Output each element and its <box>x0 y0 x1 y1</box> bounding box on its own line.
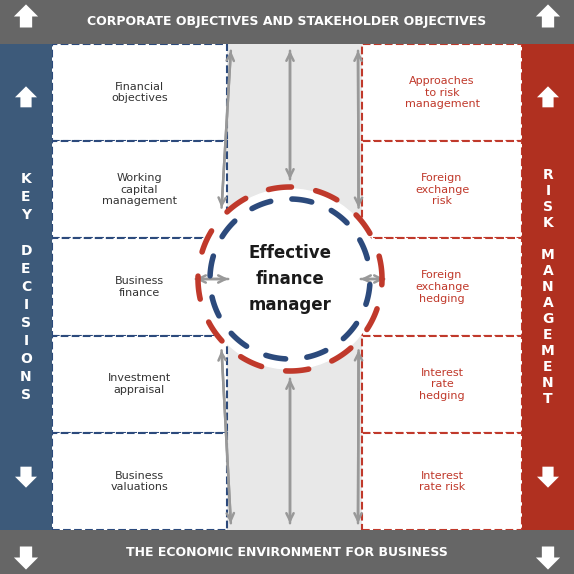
Polygon shape <box>14 5 38 28</box>
Polygon shape <box>537 467 559 488</box>
Bar <box>0 0 574 44</box>
Bar <box>362 238 522 336</box>
Text: S: S <box>21 316 31 330</box>
Text: Y: Y <box>21 208 31 222</box>
Polygon shape <box>14 546 38 569</box>
Bar <box>52 336 227 433</box>
Text: D: D <box>20 244 32 258</box>
Text: K: K <box>21 172 32 186</box>
Text: S: S <box>543 200 553 214</box>
Polygon shape <box>536 546 560 569</box>
Text: Approaches
to risk
management: Approaches to risk management <box>405 76 479 109</box>
Polygon shape <box>537 86 559 107</box>
Text: E: E <box>543 360 553 374</box>
Text: N: N <box>20 370 32 384</box>
Text: I: I <box>24 298 29 312</box>
Text: Investment
appraisal: Investment appraisal <box>108 374 171 395</box>
Text: E: E <box>21 190 31 204</box>
Text: I: I <box>545 184 550 198</box>
Bar <box>0 530 574 574</box>
Text: CORPORATE OBJECTIVES AND STAKEHOLDER OBJECTIVES: CORPORATE OBJECTIVES AND STAKEHOLDER OBJ… <box>87 15 487 29</box>
Text: M: M <box>541 248 555 262</box>
Bar <box>362 336 522 433</box>
Polygon shape <box>536 5 560 28</box>
Text: E: E <box>21 262 31 276</box>
Text: A: A <box>542 296 553 310</box>
Bar <box>52 433 227 530</box>
Polygon shape <box>15 467 37 488</box>
Bar <box>52 141 227 238</box>
Text: THE ECONOMIC ENVIRONMENT FOR BUSINESS: THE ECONOMIC ENVIRONMENT FOR BUSINESS <box>126 545 448 559</box>
Text: R: R <box>542 168 553 182</box>
Text: Business
finance: Business finance <box>115 276 164 298</box>
Text: C: C <box>21 280 31 294</box>
Bar <box>52 238 227 336</box>
Text: E: E <box>543 328 553 342</box>
Text: Interest
rate
hedging: Interest rate hedging <box>419 367 465 401</box>
Text: Effective
finance
manager: Effective finance manager <box>249 243 332 315</box>
Text: N: N <box>542 280 554 294</box>
Bar <box>362 433 522 530</box>
Text: K: K <box>542 216 553 230</box>
Bar <box>0 44 52 530</box>
Text: M: M <box>541 344 555 358</box>
Text: T: T <box>543 392 553 406</box>
Text: I: I <box>24 334 29 348</box>
Text: Foreign
exchange
risk: Foreign exchange risk <box>415 173 469 207</box>
Bar <box>362 44 522 141</box>
Bar <box>522 44 574 530</box>
Text: Foreign
exchange
hedging: Foreign exchange hedging <box>415 270 469 304</box>
Text: S: S <box>21 388 31 402</box>
Text: G: G <box>542 312 554 326</box>
Text: Working
capital
management: Working capital management <box>102 173 177 207</box>
Text: N: N <box>542 376 554 390</box>
Bar <box>52 44 227 141</box>
Text: Financial
objectives: Financial objectives <box>111 82 168 103</box>
Text: Business
valuations: Business valuations <box>111 471 168 492</box>
Polygon shape <box>15 86 37 107</box>
Bar <box>52 44 522 530</box>
Circle shape <box>200 189 380 369</box>
Text: O: O <box>20 352 32 366</box>
Text: Interest
rate risk: Interest rate risk <box>419 471 465 492</box>
Text: A: A <box>542 264 553 278</box>
Bar <box>362 141 522 238</box>
